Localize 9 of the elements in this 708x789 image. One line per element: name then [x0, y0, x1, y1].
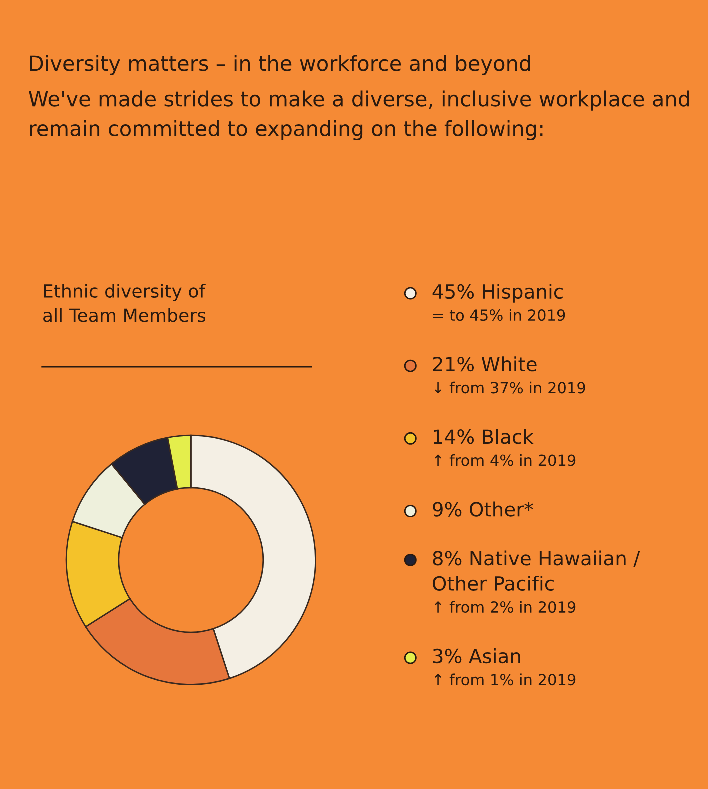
legend-label: 14% Black ↑ from 4% in 2019 — [434, 429, 576, 466]
legend-label: 9% Other* — [433, 502, 534, 517]
legend-label: 3% Asian ↑ from 1% in 2019 — [433, 648, 576, 686]
legend-label: 21% White ↓ from 37% in 2019 — [433, 356, 586, 394]
legend-label: 8% Native Hawaiian / Other Pacific ↑ from 2% in 2019 — [432, 550, 640, 614]
legend-label: 45% Hispanic = to 45% in 2019 — [432, 284, 566, 322]
chart-subtitle: We've made strides to make a diverse, inclusive workplace and remain committed to expanding on the following: — [29, 90, 690, 141]
chart-title: Diversity matters – in the workforce and beyond — [30, 55, 530, 76]
text: Ethnic diversity of all Team Members — [44, 284, 206, 322]
